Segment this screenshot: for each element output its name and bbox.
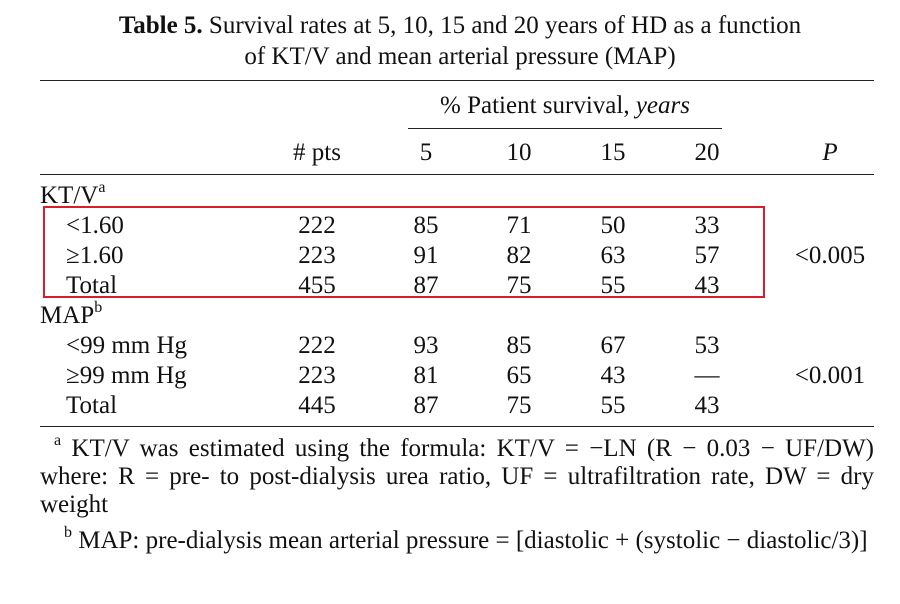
cell-y15: 50 xyxy=(600,212,626,239)
row-label: ≥1.60 xyxy=(66,242,124,269)
cell-y10: 71 xyxy=(506,212,532,239)
footnote-mark-a: a xyxy=(98,178,106,196)
row-label: <99 mm Hg xyxy=(66,332,188,359)
cell-y15: 67 xyxy=(600,332,626,359)
cell-pts: 445 xyxy=(298,392,336,419)
group-label-ktv: KT/Va xyxy=(40,178,106,209)
col-header-p: P xyxy=(822,139,838,166)
spanner-unit: years xyxy=(635,92,690,119)
cell-y10: 82 xyxy=(506,242,532,269)
cell-y10: 85 xyxy=(506,332,532,359)
table-caption: Table 5. Survival rates at 5, 10, 15 and… xyxy=(40,10,880,72)
bottom-rule xyxy=(40,426,874,427)
spanner-text: % Patient survival, xyxy=(440,92,630,119)
row-label: Total xyxy=(66,392,118,419)
footnote-a-text: KT/V was estimated using the formula: KT… xyxy=(40,435,874,518)
cell-y15: 43 xyxy=(600,362,626,389)
col-header-pts: # pts xyxy=(293,139,341,166)
footnote-b-mark: b xyxy=(64,523,72,541)
col-header-20: 20 xyxy=(694,139,720,166)
top-rule xyxy=(40,80,874,81)
cell-y15: 55 xyxy=(600,272,626,299)
cell-y10: 65 xyxy=(506,362,532,389)
spanner-rule xyxy=(408,128,722,129)
col-header-5: 5 xyxy=(419,139,433,166)
cell-y15: 63 xyxy=(600,242,626,269)
cell-y10: 75 xyxy=(506,392,532,419)
col-header-15: 15 xyxy=(600,139,626,166)
cell-y15: 55 xyxy=(600,392,626,419)
footnote-a: a KT/V was estimated using the formula: … xyxy=(40,431,874,519)
cell-y10: 75 xyxy=(506,272,532,299)
footnote-b: b MAP: pre-dialysis mean arterial pressu… xyxy=(40,523,874,555)
caption-label: Table 5. xyxy=(118,12,203,39)
cell-pts: 223 xyxy=(298,242,336,269)
group-label-map: MAPb xyxy=(40,298,103,329)
cell-y5: 93 xyxy=(413,332,439,359)
cell-pts: 222 xyxy=(298,332,336,359)
p-value-map: <0.001 xyxy=(794,362,866,389)
cell-y5: 87 xyxy=(413,272,439,299)
cell-y20: 33 xyxy=(694,212,720,239)
cell-y5: 81 xyxy=(413,362,439,389)
row-label: ≥99 mm Hg xyxy=(66,362,187,389)
cell-y20: 43 xyxy=(694,392,720,419)
cell-y20: 43 xyxy=(694,272,720,299)
p-value-ktv: <0.005 xyxy=(794,242,866,269)
caption-line2: of KT/V and mean arterial pressure (MAP) xyxy=(244,43,676,70)
footnote-b-text: MAP: pre-dialysis mean arterial pressure… xyxy=(78,527,868,554)
cell-y5: 85 xyxy=(413,212,439,239)
cell-pts: 222 xyxy=(298,212,336,239)
footnote-mark-b: b xyxy=(94,298,103,316)
cell-pts: 455 xyxy=(298,272,336,299)
cell-y5: 91 xyxy=(413,242,439,269)
row-label: Total xyxy=(66,272,118,299)
footnote-a-mark: a xyxy=(54,431,62,449)
header-rule xyxy=(40,174,874,175)
caption-line1: Survival rates at 5, 10, 15 and 20 years… xyxy=(208,12,802,39)
cell-y20: — xyxy=(694,362,720,389)
highlight-box-ktv xyxy=(43,206,765,298)
cell-y20: 53 xyxy=(694,332,720,359)
cell-y5: 87 xyxy=(413,392,439,419)
survival-spanner-header: % Patient survival, years xyxy=(408,92,722,120)
col-header-10: 10 xyxy=(506,139,532,166)
row-label: <1.60 xyxy=(66,212,124,239)
cell-pts: 223 xyxy=(298,362,336,389)
cell-y20: 57 xyxy=(694,242,720,269)
